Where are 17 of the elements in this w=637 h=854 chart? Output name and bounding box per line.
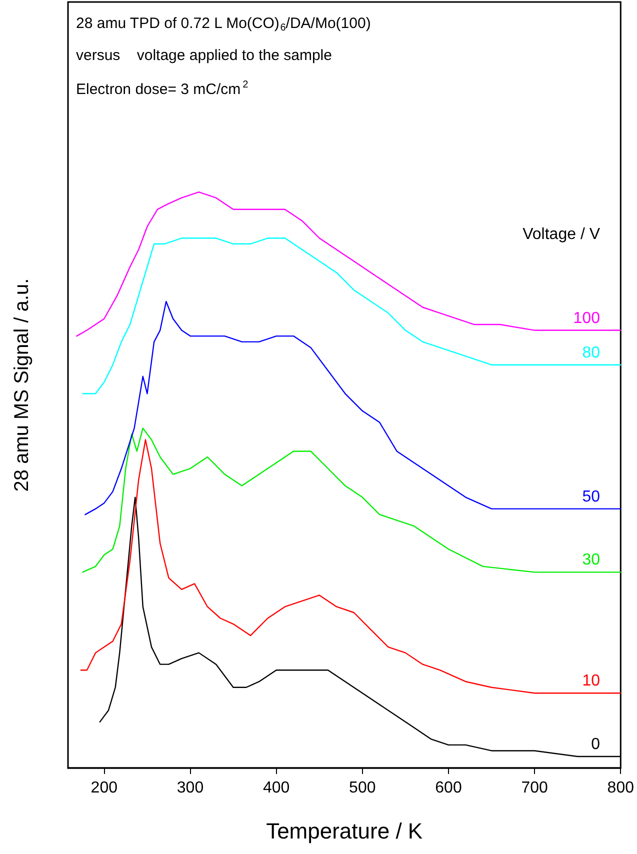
series-label: 50 <box>582 488 600 506</box>
series-label: 0 <box>591 736 600 753</box>
series-label: 100 <box>573 310 600 327</box>
legend-title: Voltage / V <box>522 226 600 243</box>
x-tick-label: 600 <box>435 780 462 796</box>
x-axis-title: Temperature / K <box>266 818 423 844</box>
x-tick-label: 200 <box>90 780 118 796</box>
x-tick-label: 300 <box>176 780 204 796</box>
x-tick-label: 800 <box>607 780 634 796</box>
chart-subtitle: versus voltage applied to the sample <box>76 47 332 64</box>
x-tick-label: 500 <box>349 780 376 796</box>
x-tick-label: 700 <box>521 780 548 796</box>
series-label: 80 <box>582 344 600 362</box>
series-label: 30 <box>582 552 600 569</box>
series-label: 10 <box>582 672 600 690</box>
y-axis-title: 28 amu MS Signal / a.u. <box>11 278 33 492</box>
x-tick-label: 400 <box>262 780 290 796</box>
